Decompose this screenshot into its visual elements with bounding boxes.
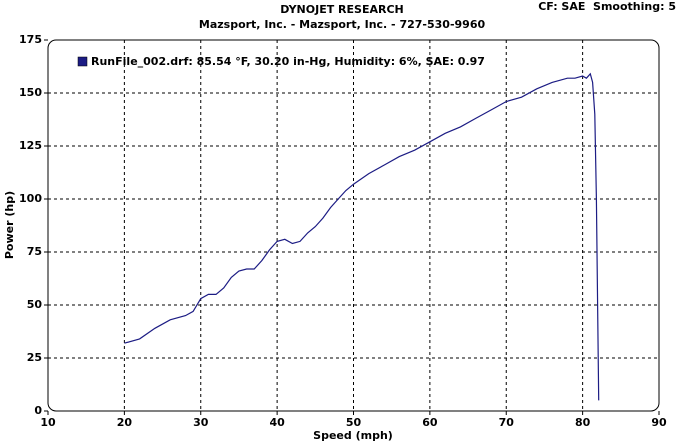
chart-subtitle: Mazsport, Inc. - Mazsport, Inc. - 727-53…: [199, 18, 486, 31]
x-tick-label: 60: [422, 416, 438, 429]
x-tick-label: 90: [651, 416, 667, 429]
y-tick-label: 175: [19, 33, 42, 46]
x-tick-label: 70: [499, 416, 515, 429]
x-tick-label: 80: [575, 416, 591, 429]
line-series: [124, 72, 600, 401]
x-tick-label: 20: [117, 416, 133, 429]
x-tick-label: 50: [346, 416, 362, 429]
y-tick-label: 125: [19, 139, 42, 152]
y-tick-label: 0: [34, 404, 42, 417]
x-tick-label: 30: [193, 416, 209, 429]
x-tick-label: 40: [269, 416, 285, 429]
y-tick-label: 150: [19, 86, 42, 99]
legend-swatch: [77, 56, 88, 67]
legend-label: RunFile_002.drf: 85.54 °F, 30.20 in-Hg, …: [91, 55, 485, 68]
y-tick-label: 100: [19, 192, 42, 205]
y-tick-label: 25: [27, 351, 42, 364]
x-tick-label: 10: [40, 416, 56, 429]
x-axis-label: Speed (mph): [313, 429, 393, 442]
y-axis-label: Power (hp): [3, 191, 16, 259]
chart-title: DYNOJET RESEARCH: [280, 3, 403, 16]
y-tick-label: 50: [27, 298, 43, 311]
y-tick-label: 75: [27, 245, 42, 258]
annotation: CF: SAE Smoothing: 5: [538, 0, 676, 13]
